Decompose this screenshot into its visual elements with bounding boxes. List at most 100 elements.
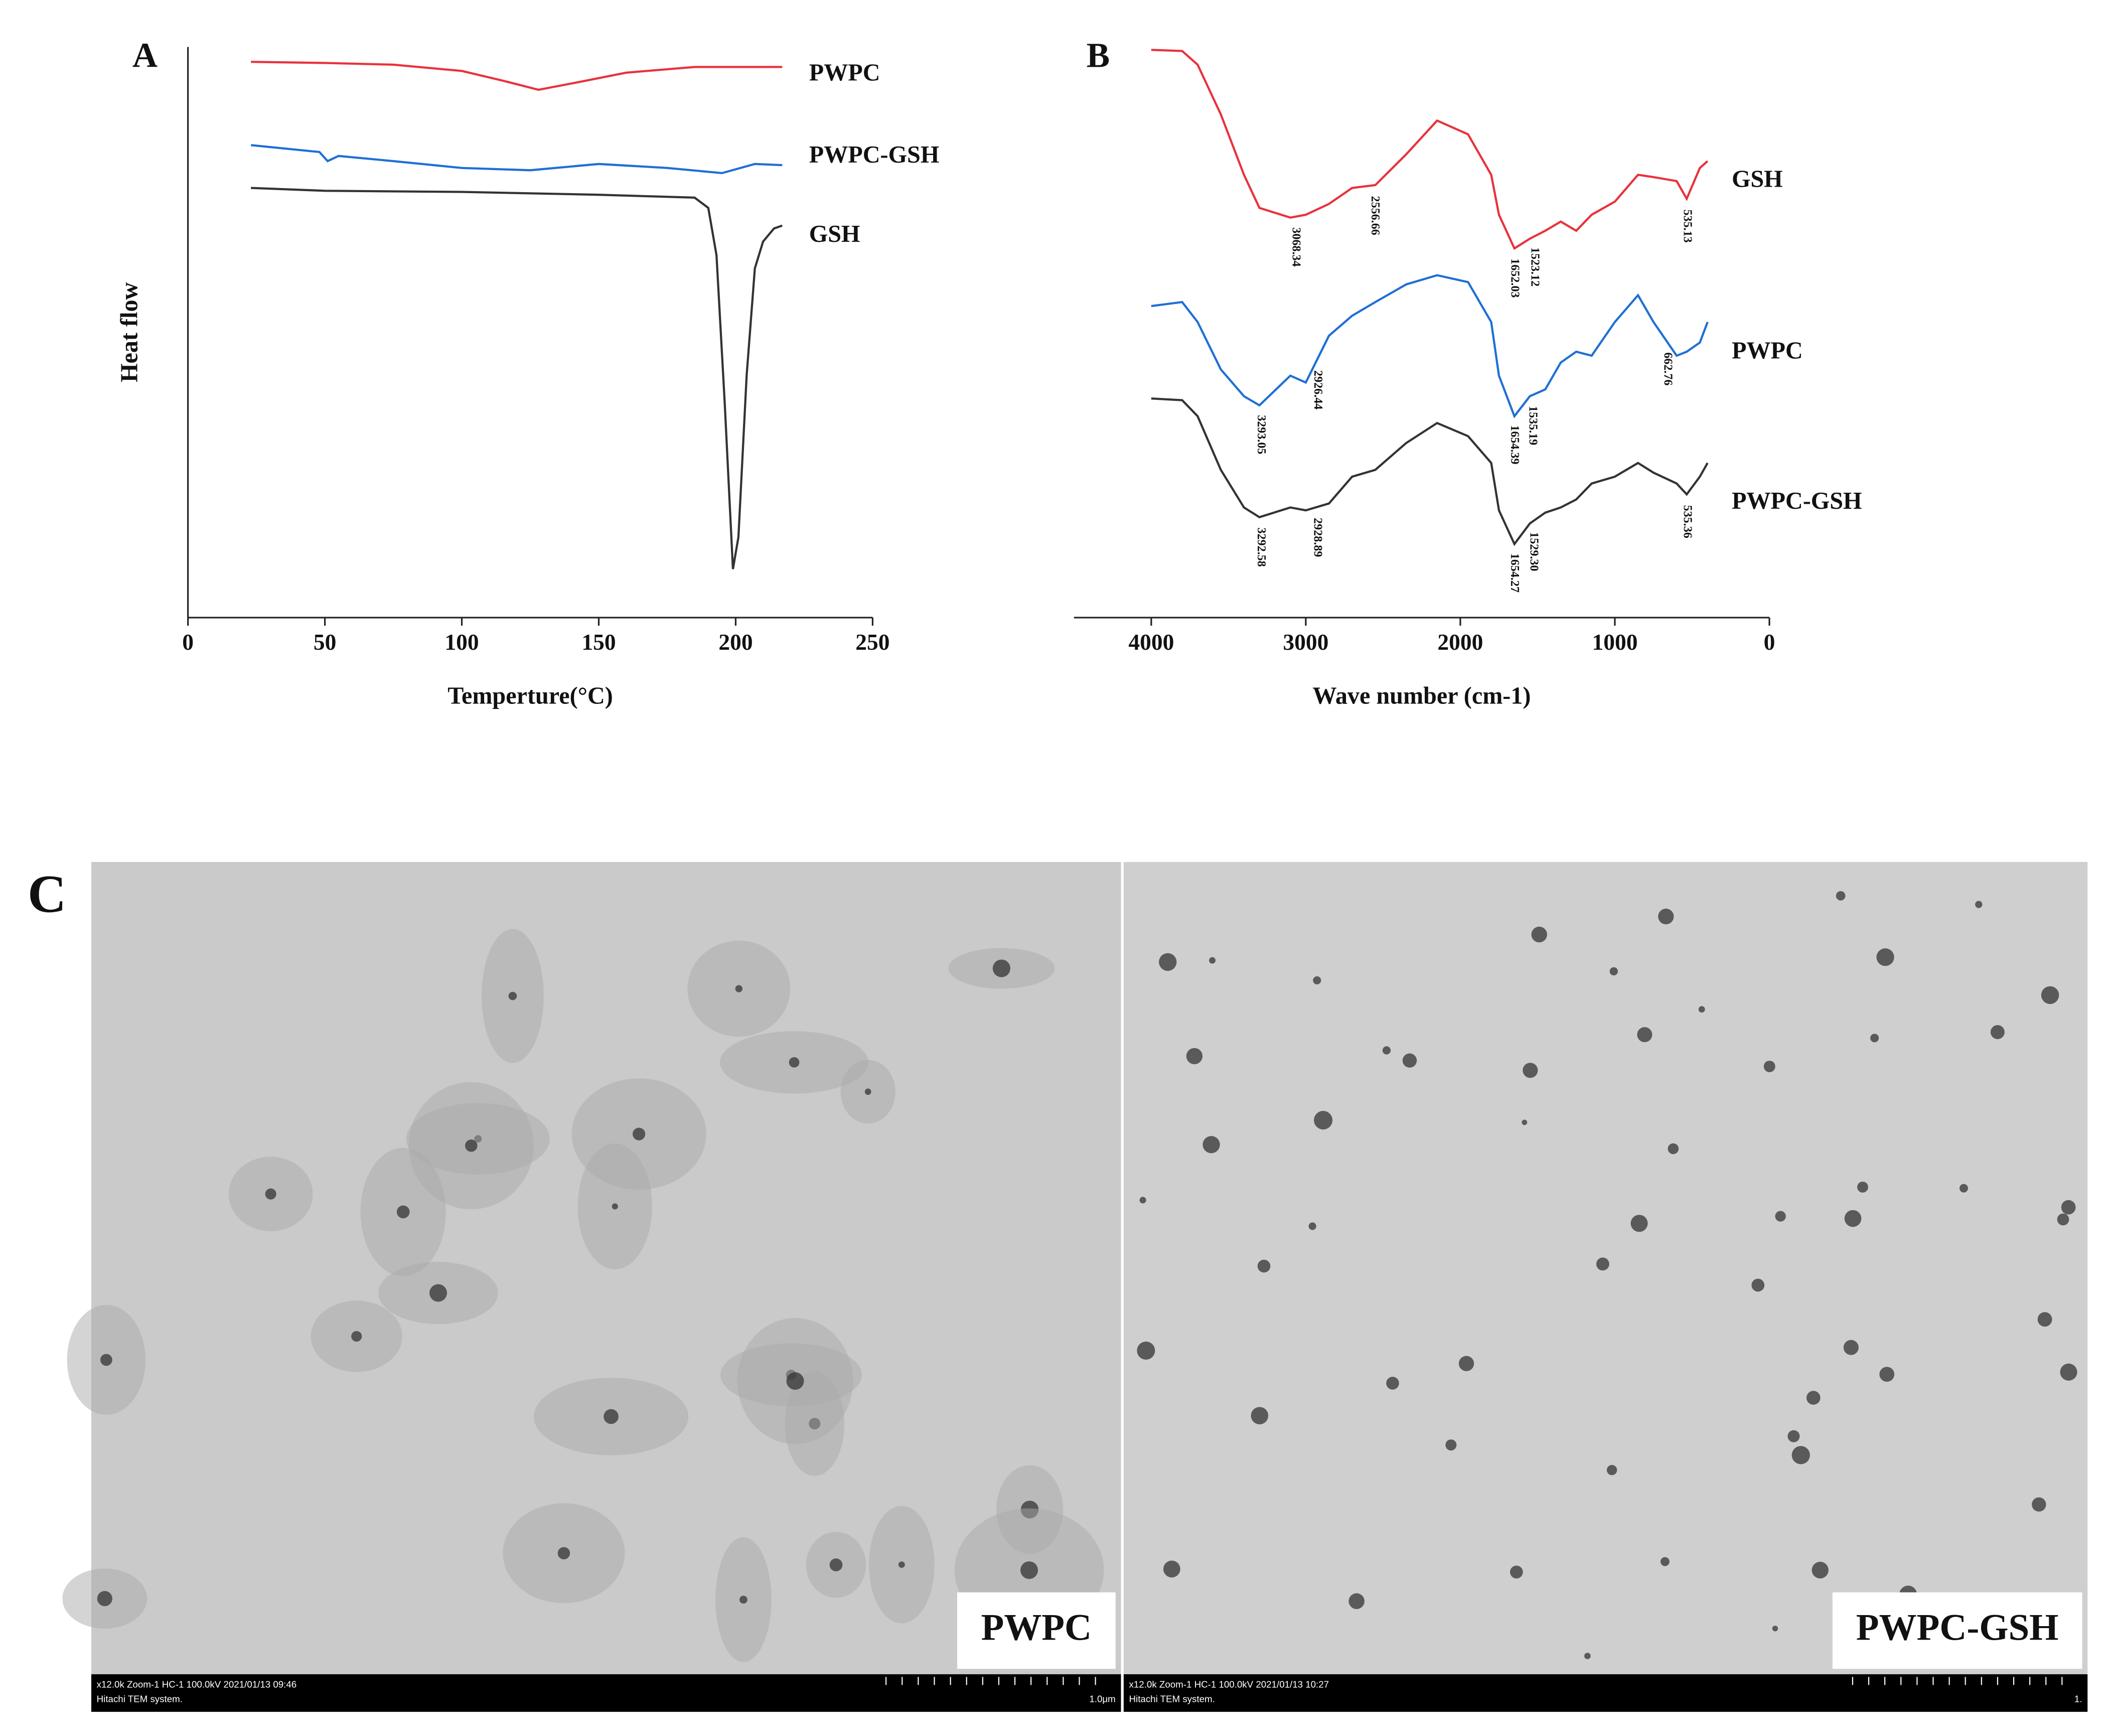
- x-tick-label: 1000: [1592, 629, 1637, 655]
- particle: [1313, 976, 1321, 984]
- particle: [2041, 986, 2059, 1004]
- peak-label: 1535.19: [1527, 406, 1540, 445]
- particle: [612, 1203, 618, 1210]
- particle: [789, 1057, 800, 1068]
- peak-label: 1652.03: [1509, 258, 1522, 298]
- scale-text: 1.0μm: [1089, 1694, 1115, 1704]
- particle: [1209, 957, 1216, 964]
- particle: [1402, 1053, 1417, 1068]
- particle: [1139, 1197, 1146, 1204]
- particle: [2057, 1213, 2069, 1226]
- image-label: PWPC-GSH: [1856, 1607, 2059, 1648]
- particle: [1531, 926, 1547, 943]
- panel-label: C: [28, 864, 66, 924]
- series-line: [251, 61, 783, 91]
- system-text: Hitachi TEM system.: [97, 1694, 183, 1704]
- info-bar: [1123, 1674, 2088, 1712]
- particle: [1812, 1561, 1829, 1579]
- particle: [1186, 1048, 1203, 1065]
- particle: [1257, 1259, 1271, 1273]
- peak-label: 2928.89: [1311, 518, 1324, 557]
- x-tick-label: 50: [314, 629, 336, 655]
- particle: [1876, 948, 1894, 966]
- particle: [97, 1590, 112, 1607]
- particle: [1698, 1006, 1705, 1013]
- particle: [1382, 1046, 1391, 1055]
- particle: [786, 1372, 804, 1390]
- particle: [557, 1547, 570, 1559]
- particle: [429, 1284, 447, 1302]
- particle: [1308, 1222, 1316, 1230]
- label-box: [957, 1592, 1116, 1669]
- legend-label: GSH: [1732, 166, 1783, 192]
- tem-panel: x12.0k Zoom-1 HC-1 100.0kV 2021/01/13 09…: [62, 861, 2088, 1712]
- x-tick-label: 200: [718, 629, 753, 655]
- particle: [1791, 1446, 1810, 1465]
- particle: [1843, 1340, 1859, 1355]
- info-text: x12.0k Zoom-1 HC-1 100.0kV 2021/01/13 09…: [97, 1679, 297, 1689]
- peak-label: 1529.30: [1527, 532, 1540, 571]
- particle: [1609, 967, 1618, 976]
- particle: [604, 1409, 619, 1424]
- image-label: PWPC: [981, 1607, 1092, 1648]
- x-tick-label: 250: [855, 629, 889, 655]
- legend-label: PWPC: [1732, 337, 1803, 364]
- series-line: [1151, 397, 1709, 546]
- peak-label: 535.13: [1681, 210, 1694, 243]
- particle: [1159, 953, 1177, 971]
- particle: [1658, 909, 1674, 925]
- peak-label: 1654.27: [1508, 553, 1521, 593]
- x-tick-label: 150: [581, 629, 616, 655]
- peak-label: 2556.66: [1369, 196, 1382, 235]
- particle: [2037, 1312, 2052, 1327]
- particle: [351, 1331, 362, 1342]
- info-bar: [91, 1674, 1121, 1712]
- particle: [1137, 1341, 1155, 1360]
- particle: [1775, 1211, 1786, 1222]
- particle: [1637, 1027, 1652, 1043]
- particle: [1510, 1565, 1523, 1579]
- panel-label: A: [132, 37, 158, 75]
- particle: [864, 1088, 871, 1095]
- x-axis-label: Wave number (cm-1): [1312, 683, 1531, 709]
- particle: [735, 985, 743, 992]
- peak-label: 1523.12: [1528, 247, 1541, 286]
- particle: [1668, 1143, 1679, 1154]
- label-box: [1832, 1592, 2082, 1669]
- y-axis-label: Heat flow: [116, 282, 142, 382]
- particle: [1606, 1465, 1617, 1476]
- particle: [1975, 901, 1983, 908]
- particle: [1314, 1111, 1333, 1130]
- x-tick-label: 100: [444, 629, 479, 655]
- peak-label: 3068.34: [1289, 227, 1302, 266]
- particle: [1990, 1025, 2005, 1040]
- particle: [829, 1558, 843, 1571]
- series-line: [251, 187, 783, 569]
- particle: [1772, 1626, 1778, 1632]
- particle: [1787, 1430, 1800, 1442]
- particle: [1020, 1561, 1038, 1579]
- particle: [1445, 1439, 1457, 1451]
- particle: [1857, 1182, 1868, 1193]
- particle: [1251, 1407, 1269, 1424]
- legend-label: PWPC: [809, 60, 880, 86]
- particle: [1348, 1593, 1365, 1610]
- particle: [1584, 1653, 1591, 1659]
- x-tick-label: 0: [182, 629, 194, 655]
- legend-label: PWPC-GSH: [809, 141, 940, 168]
- particle: [1596, 1257, 1609, 1271]
- particle: [1630, 1215, 1648, 1232]
- particle: [396, 1205, 410, 1219]
- particle: [265, 1188, 276, 1200]
- x-tick-label: 4000: [1128, 629, 1174, 655]
- particle: [1870, 1034, 1879, 1043]
- particle: [739, 1596, 747, 1604]
- particle: [633, 1127, 646, 1140]
- system-text: Hitachi TEM system.: [1129, 1694, 1215, 1704]
- particle: [1202, 1136, 1220, 1153]
- particle: [465, 1139, 478, 1152]
- particle: [1879, 1367, 1895, 1382]
- x-tick-label: 3000: [1283, 629, 1328, 655]
- series-line: [1151, 49, 1709, 250]
- particle: [992, 959, 1010, 977]
